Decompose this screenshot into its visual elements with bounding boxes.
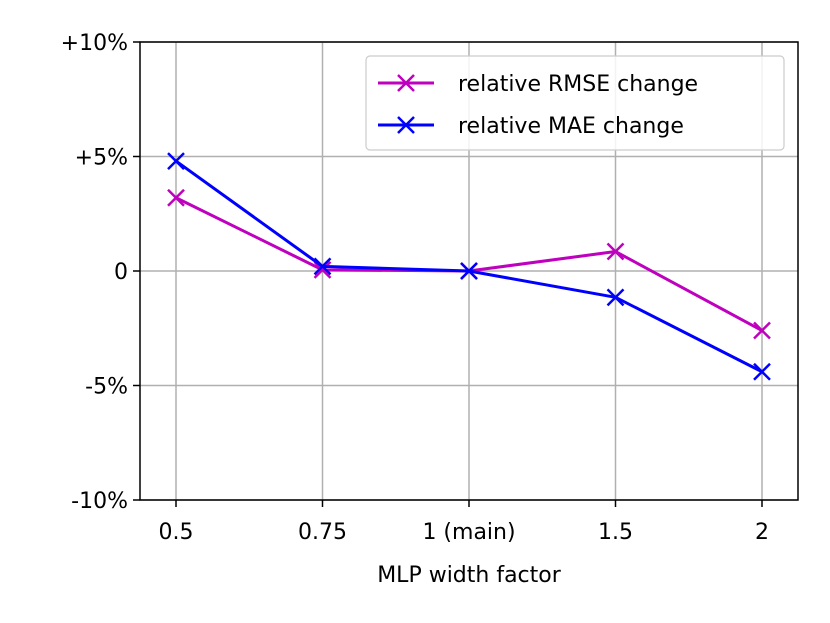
data-point xyxy=(460,262,478,280)
series-mae xyxy=(167,152,771,381)
data-point xyxy=(313,257,332,276)
x-tick-label: 2 xyxy=(755,520,769,545)
x-tick-label: 1 (main) xyxy=(422,520,515,545)
marker-stroke xyxy=(397,116,415,134)
legend-label: relative RMSE change xyxy=(458,72,698,97)
x-tick-label: 0.75 xyxy=(298,520,347,545)
legend-label: relative MAE change xyxy=(458,114,684,139)
data-point xyxy=(167,152,185,170)
x-tick-label: 0.5 xyxy=(159,520,194,545)
marker-stroke xyxy=(167,188,185,207)
y-tick-label: +5% xyxy=(75,146,128,171)
marker-stroke xyxy=(460,262,478,280)
marker-stroke xyxy=(313,257,332,276)
marker-stroke xyxy=(606,288,625,307)
data-point xyxy=(167,188,185,207)
legend: relative RMSE change relative MAE change xyxy=(365,55,785,151)
marker-stroke xyxy=(313,260,332,279)
legend-marker xyxy=(397,116,415,134)
marker-stroke xyxy=(606,242,625,261)
marker-stroke xyxy=(397,74,415,92)
legend-item: relative MAE change xyxy=(378,114,684,139)
data-point xyxy=(606,242,625,261)
marker-stroke xyxy=(167,152,185,170)
legend-item: relative RMSE change xyxy=(378,72,698,97)
x-axis-label: MLP width factor xyxy=(377,563,562,588)
data-point xyxy=(606,288,625,307)
series xyxy=(167,152,771,381)
y-tick-label: 0 xyxy=(114,260,128,285)
x-tick-label: 1.5 xyxy=(598,520,633,545)
axis-ticks: 0.5 0.75 1 (main) 1.5 2 -10% -5% 0 +5% +10% xyxy=(61,31,769,545)
marker-stroke xyxy=(753,321,771,340)
data-point xyxy=(753,362,771,381)
legend-box xyxy=(365,55,785,151)
y-tick-label: -10% xyxy=(71,489,128,514)
legend-marker xyxy=(397,74,415,92)
marker-stroke xyxy=(753,362,771,381)
y-tick-label: -5% xyxy=(85,375,128,400)
y-tick-label: +10% xyxy=(61,31,128,56)
data-point xyxy=(753,321,771,340)
data-point xyxy=(313,260,332,279)
